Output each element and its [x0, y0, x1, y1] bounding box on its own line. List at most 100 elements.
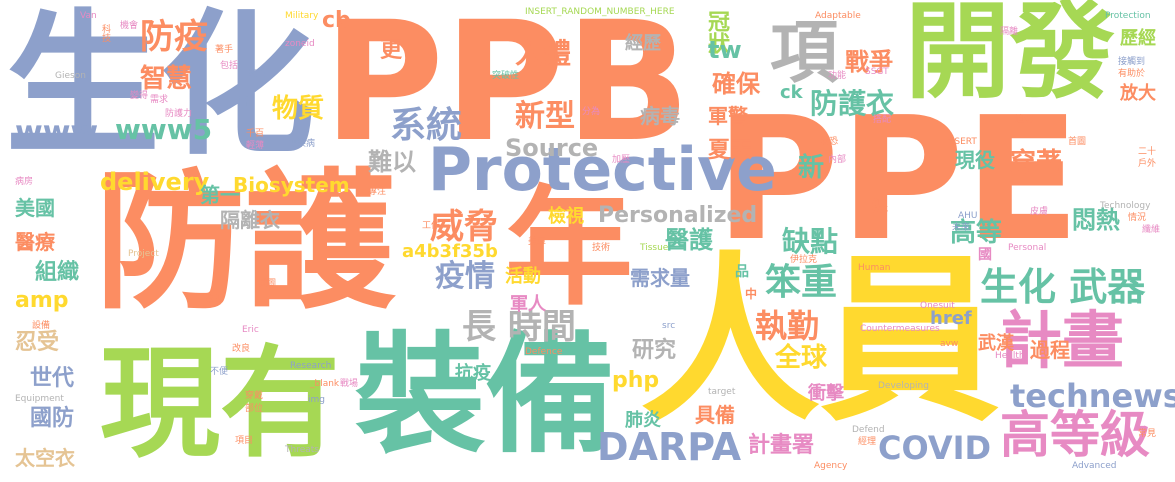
- cloud-word-changjian: 常見: [1138, 429, 1157, 439]
- cloud-word-wuzhi: 物質: [272, 94, 325, 124]
- cloud-word-gaodeng: 高等: [950, 218, 1003, 248]
- cloud-word-kaifa: 開發: [905, 0, 1116, 113]
- cloud-word-www5: www5: [115, 113, 213, 146]
- cloud-word-fenwei: 分為: [582, 107, 601, 117]
- cloud-word-jihui: 機會: [120, 21, 139, 31]
- cloud-word-bubian: 不便: [210, 367, 229, 377]
- cloud-word-baokuo: 包括: [220, 61, 239, 71]
- cloud-word-jihua: 計畫: [1000, 304, 1125, 377]
- cloud-word-pifu: 皮膚: [1030, 207, 1049, 217]
- cloud-word-benzhong: 笨重: [765, 262, 838, 303]
- cloud-word-target: target: [708, 387, 736, 397]
- cloud-word-nian: 年: [505, 174, 634, 323]
- cloud-word-delivery: delivery: [100, 168, 210, 196]
- cloud-word-fanghuyi: 防護衣: [810, 87, 895, 120]
- cloud-word-adaptable: Adaptable: [815, 11, 861, 21]
- cloud-word-technology: Technology: [1100, 201, 1151, 211]
- cloud-word-fangyi: 防疫: [140, 17, 208, 57]
- cloud-word-equipment: Equipment: [15, 394, 64, 404]
- cloud-word-yihu: 醫護: [665, 226, 713, 254]
- cloud-word-covid: COVID: [878, 429, 992, 467]
- cloud-word-gelijyi: 隔離衣: [220, 208, 280, 232]
- cloud-word-bingdu: 病毒: [640, 104, 680, 128]
- cloud-word-chongji: 衝擊: [808, 383, 844, 404]
- cloud-word-zhong: 中: [745, 287, 758, 301]
- cloud-word-huodong: 活動: [505, 266, 541, 287]
- cloud-word-biosystem: Biosystem: [233, 173, 350, 197]
- cloud-word-dapei: 搭配: [873, 115, 892, 125]
- cloud-word-zhiqin: 執勤: [755, 307, 820, 345]
- cloud-word-protective: Protective: [428, 135, 777, 205]
- cloud-word-military: Military: [285, 11, 319, 21]
- cloud-word-lijing: 歷經: [1120, 28, 1156, 49]
- cloud-word-quedian: 缺點: [782, 225, 839, 258]
- cloud-word-xitong: 系統: [390, 105, 463, 146]
- cloud-word-chuanzhuo: 穿著: [1010, 148, 1063, 178]
- cloud-word-meijun: 美軍: [528, 237, 547, 247]
- cloud-word-changshijian: 長 時間: [462, 307, 576, 347]
- cloud-word-img: img: [308, 395, 325, 405]
- cloud-word-onesuit: Onesuit: [920, 301, 955, 311]
- cloud-word-ershi: 二十: [1138, 147, 1157, 157]
- cloud-word-xianyi: 現役: [955, 148, 995, 172]
- cloud-word-neibu: 內部: [828, 155, 847, 165]
- cloud-word-technews: technews: [1010, 377, 1175, 415]
- cloud-word-renyuan: 人員: [640, 237, 1001, 446]
- cloud-word-yanjiu: 研究: [632, 338, 677, 363]
- cloud-word-ppe: PPE: [715, 81, 1081, 279]
- cloud-word-quebao: 確保: [712, 70, 760, 98]
- cloud-word-youzhuyu: 有助於: [1118, 69, 1146, 79]
- cloud-word-jingli: 經歷: [625, 33, 661, 54]
- cloud-word-php: php: [612, 368, 660, 393]
- cloud-word-protection: Protection: [1105, 11, 1151, 21]
- cloud-word-jingli2: 經理: [858, 437, 877, 447]
- cloud-word-developing: Developing: [878, 381, 929, 391]
- cloud-word-www: www: [15, 115, 99, 150]
- cloud-word-shoutu: 首圖: [1068, 137, 1087, 147]
- cloud-word-defence: Defence: [525, 347, 563, 357]
- cloud-word-weixie: 威脅: [430, 207, 498, 247]
- cloud-word-jiaya: 加壓: [612, 155, 631, 165]
- cloud-word-huwai: 戶外: [1138, 159, 1157, 169]
- cloud-word-geli: 隔離: [1000, 27, 1019, 37]
- cloud-word-chuandai: 穿戴: [245, 391, 264, 401]
- cloud-word-cb: cb: [322, 8, 351, 33]
- cloud-word-zhihui: 智慧: [140, 64, 193, 94]
- cloud-word-personalized: Personalized: [598, 203, 758, 228]
- cloud-word-qingkuang: 情況: [1128, 213, 1147, 223]
- cloud-word-keji: 科技: [100, 24, 110, 42]
- cloud-word-zoneid: zoneid: [285, 39, 315, 49]
- cloud-word-gailiang: 改良: [232, 344, 251, 354]
- cloud-word-darpa: DARPA: [597, 425, 741, 469]
- cloud-word-menre: 悶熱: [1072, 206, 1120, 234]
- cloud-word-jishu: 技術: [592, 243, 611, 253]
- cloud-word-gaishan: 改善: [205, 295, 224, 305]
- cloud-word-tissue: Tissue: [640, 243, 669, 253]
- cloud-word-human: Human: [858, 263, 891, 273]
- cloud-word-fangda: 放大: [1120, 83, 1156, 104]
- cloud-word-jianshi: 檢視: [548, 206, 584, 227]
- cloud-word-xiangmu: 項目: [235, 436, 254, 446]
- cloud-word-amp: amp: [15, 288, 69, 313]
- cloud-word-fanghu: 防護: [95, 156, 396, 330]
- cloud-word-xin: 新: [798, 153, 825, 183]
- cloud-word-tupoxing: 突破性: [492, 71, 520, 81]
- cloud-word-xinxing: 新型: [515, 99, 575, 134]
- cloud-word-agency: Agency: [814, 461, 848, 471]
- cloud-word-wuhan: 武漢: [978, 333, 1014, 354]
- cloud-word-personal: Personal: [1008, 243, 1047, 253]
- cloud-word-guocheng: 過程: [1030, 338, 1070, 362]
- cloud-word-ahu: AHU: [958, 211, 978, 221]
- cloud-word-zhanchang: 戰場: [340, 379, 359, 389]
- cloud-word-xiatian: 夏天: [708, 138, 753, 163]
- cloud-word-zuzhi: 組織: [35, 260, 80, 285]
- cloud-word-gongneng: 功能: [828, 71, 847, 81]
- cloud-word-xuqiuliang: 需求量: [630, 266, 690, 290]
- cloud-word-defend: Defend: [852, 425, 885, 435]
- cloud-word-insert-random: INSERT_RANDOM_NUMBER_HERE: [525, 7, 675, 17]
- cloud-word-kangyi: 抗疫: [455, 363, 491, 384]
- cloud-word-ppb: PPB: [323, 0, 691, 178]
- cloud-word-qianbai: 千百: [246, 129, 265, 139]
- cloud-word-countermeasures: Countermeasures: [860, 324, 940, 334]
